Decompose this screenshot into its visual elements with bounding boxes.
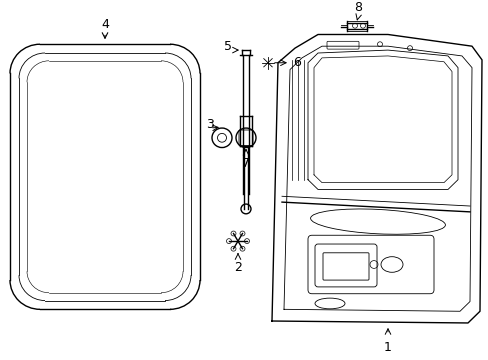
Text: 5: 5: [224, 40, 231, 53]
Text: 4: 4: [101, 18, 109, 31]
Text: 6: 6: [292, 56, 300, 69]
Text: 7: 7: [242, 157, 249, 170]
Text: 2: 2: [234, 261, 242, 274]
Text: 1: 1: [383, 341, 391, 354]
Text: 3: 3: [205, 118, 214, 131]
Text: 8: 8: [353, 1, 361, 14]
